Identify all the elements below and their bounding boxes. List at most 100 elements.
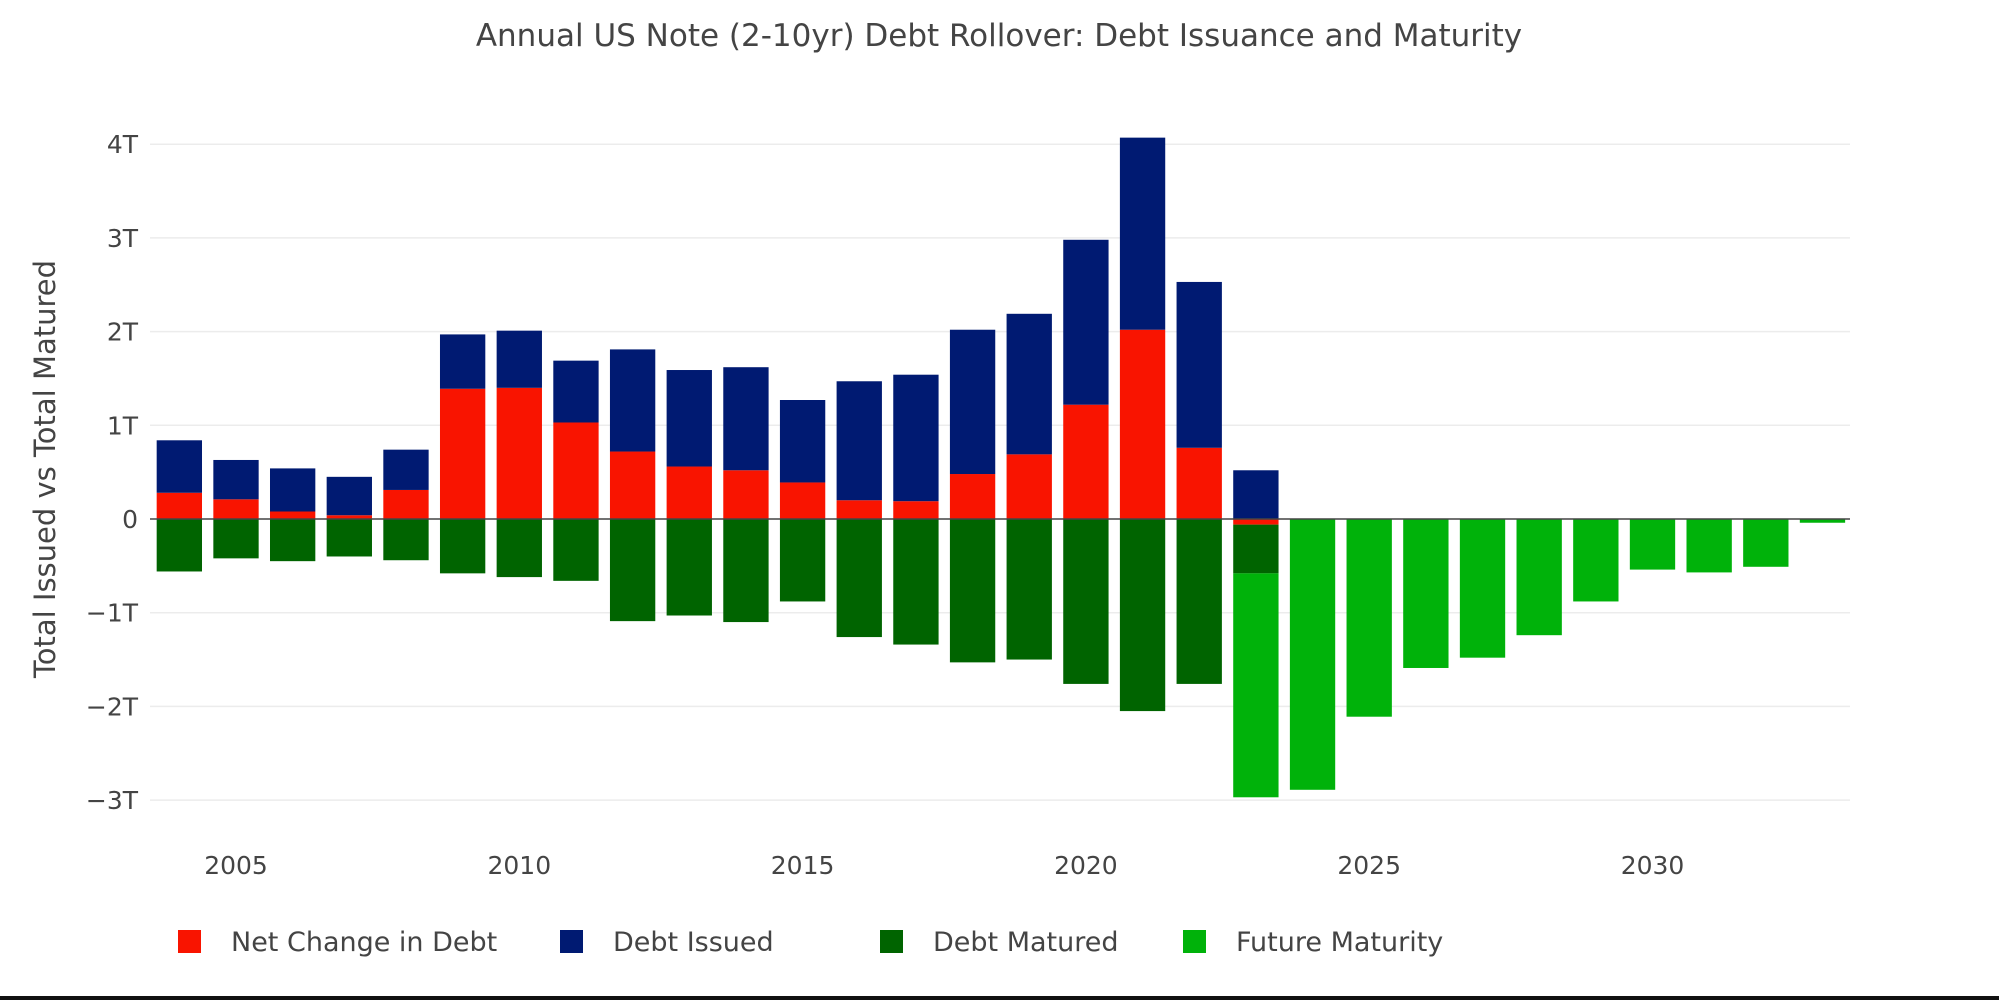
bar-future-maturity-2029 bbox=[1573, 519, 1619, 602]
bar-future-maturity-2031 bbox=[1686, 519, 1732, 573]
bar-debt-issued-2019 bbox=[1006, 313, 1052, 455]
bar-future-maturity-2027 bbox=[1459, 519, 1506, 658]
bar-debt-matured-2007 bbox=[326, 519, 372, 557]
x-tick-label: 2020 bbox=[1054, 851, 1118, 880]
y-axis-ticks: 4T 3T 2T 1T 0 −1T −2T −3T bbox=[86, 130, 139, 815]
y-axis-label: Total Issued vs Total Matured bbox=[28, 260, 62, 679]
legend-label: Debt Matured bbox=[933, 927, 1119, 958]
gridlines bbox=[150, 143, 1850, 801]
y-tick-label: 3T bbox=[107, 224, 139, 253]
x-tick-label: 2025 bbox=[1337, 851, 1401, 880]
bar-net-change-2018 bbox=[949, 474, 996, 519]
bar-debt-matured-2008 bbox=[383, 519, 429, 561]
bar-debt-issued-2015 bbox=[779, 400, 826, 483]
bar-future-maturity-2023 bbox=[1233, 573, 1279, 798]
y-tick-label: 0 bbox=[122, 505, 138, 534]
bar-net-change-2020 bbox=[1063, 404, 1109, 519]
bar-net-change-2022 bbox=[1176, 447, 1222, 519]
x-axis-ticks: 2005 2010 2015 2020 2025 2030 bbox=[204, 851, 1684, 880]
bar-debt-issued-2021 bbox=[1119, 137, 1166, 330]
y-tick-label: −3T bbox=[86, 786, 139, 815]
bar-debt-issued-2022 bbox=[1176, 281, 1222, 448]
legend-label: Debt Issued bbox=[613, 927, 774, 958]
bar-net-change-2005 bbox=[213, 499, 259, 519]
bar-debt-matured-2005 bbox=[213, 519, 259, 559]
bar-debt-matured-2013 bbox=[666, 519, 712, 616]
bar-future-maturity-2026 bbox=[1403, 519, 1449, 668]
bar-net-change-2021 bbox=[1119, 329, 1166, 519]
bar-debt-matured-2023 bbox=[1233, 524, 1279, 574]
bar-future-maturity-2030 bbox=[1629, 519, 1676, 570]
bar-debt-matured-2012 bbox=[609, 519, 656, 622]
bar-debt-issued-2010 bbox=[496, 330, 542, 388]
bar-future-maturity-2024 bbox=[1289, 519, 1336, 790]
bar-future-maturity-2028 bbox=[1516, 519, 1562, 636]
x-tick-label: 2015 bbox=[771, 851, 835, 880]
bar-debt-matured-2020 bbox=[1063, 519, 1109, 684]
bar-debt-matured-2015 bbox=[779, 519, 826, 602]
bar-future-maturity-2025 bbox=[1346, 519, 1392, 717]
legend-label: Future Maturity bbox=[1236, 927, 1443, 958]
legend-swatch-1 bbox=[560, 930, 583, 953]
bar-future-maturity-2033 bbox=[1799, 519, 1846, 523]
bar-debt-issued-2017 bbox=[893, 374, 939, 502]
bar-debt-matured-2009 bbox=[439, 519, 486, 574]
legend-swatch-0 bbox=[178, 930, 201, 953]
bars bbox=[156, 137, 1846, 798]
bar-net-change-2006 bbox=[269, 511, 316, 519]
y-tick-label: 1T bbox=[107, 411, 139, 440]
bar-net-change-2009 bbox=[439, 388, 486, 519]
bar-debt-issued-2020 bbox=[1063, 239, 1109, 405]
bar-debt-issued-2007 bbox=[326, 476, 372, 516]
bar-debt-matured-2021 bbox=[1119, 519, 1166, 712]
bar-debt-matured-2019 bbox=[1006, 519, 1052, 660]
bar-debt-issued-2014 bbox=[723, 367, 769, 471]
bar-debt-matured-2017 bbox=[893, 519, 939, 645]
y-tick-label: −2T bbox=[86, 692, 139, 721]
bar-debt-matured-2004 bbox=[156, 519, 203, 572]
legend-swatch-3 bbox=[1183, 930, 1206, 953]
bar-debt-matured-2014 bbox=[723, 519, 769, 623]
bar-net-change-2004 bbox=[156, 492, 203, 519]
bar-net-change-2011 bbox=[553, 422, 599, 519]
bar-debt-issued-2011 bbox=[553, 360, 599, 423]
bar-future-maturity-2032 bbox=[1743, 519, 1789, 567]
bar-debt-matured-2016 bbox=[836, 519, 882, 638]
chart-title: Annual US Note (2-10yr) Debt Rollover: D… bbox=[476, 18, 1522, 54]
x-tick-label: 2005 bbox=[204, 851, 268, 880]
bar-debt-issued-2016 bbox=[836, 381, 882, 501]
x-tick-label: 2010 bbox=[487, 851, 551, 880]
bar-debt-issued-2006 bbox=[269, 468, 316, 512]
bar-debt-matured-2018 bbox=[949, 519, 996, 663]
bar-net-change-2007 bbox=[326, 515, 372, 519]
bar-debt-issued-2018 bbox=[949, 329, 996, 475]
bar-net-change-2008 bbox=[383, 489, 429, 519]
bar-debt-matured-2006 bbox=[269, 519, 316, 562]
bar-net-change-2019 bbox=[1006, 454, 1052, 519]
bar-debt-matured-2010 bbox=[496, 519, 542, 578]
bar-net-change-2013 bbox=[666, 466, 712, 519]
bar-net-change-2015 bbox=[779, 482, 826, 519]
bar-debt-issued-2023 bbox=[1233, 470, 1279, 519]
y-tick-label: 4T bbox=[107, 130, 139, 159]
y-tick-label: 2T bbox=[107, 318, 139, 347]
bar-net-change-2012 bbox=[609, 451, 656, 519]
x-tick-label: 2030 bbox=[1621, 851, 1685, 880]
legend-label: Net Change in Debt bbox=[231, 927, 497, 958]
bar-net-change-2017 bbox=[893, 501, 939, 519]
legend: Net Change in Debt Debt Issued Debt Mature… bbox=[178, 927, 1443, 958]
bar-debt-issued-2008 bbox=[383, 449, 429, 490]
bar-net-change-2023 bbox=[1233, 519, 1279, 525]
bar-debt-issued-2005 bbox=[213, 459, 259, 500]
bar-debt-matured-2011 bbox=[553, 519, 599, 581]
bar-net-change-2014 bbox=[723, 470, 769, 519]
bar-net-change-2010 bbox=[496, 387, 542, 519]
legend-swatch-2 bbox=[880, 930, 903, 953]
bar-debt-issued-2004 bbox=[156, 440, 203, 493]
bar-debt-matured-2022 bbox=[1176, 519, 1222, 684]
bar-debt-issued-2013 bbox=[666, 370, 712, 467]
bar-net-change-2016 bbox=[836, 500, 882, 519]
bar-debt-issued-2009 bbox=[439, 334, 486, 389]
y-tick-label: −1T bbox=[86, 599, 139, 628]
